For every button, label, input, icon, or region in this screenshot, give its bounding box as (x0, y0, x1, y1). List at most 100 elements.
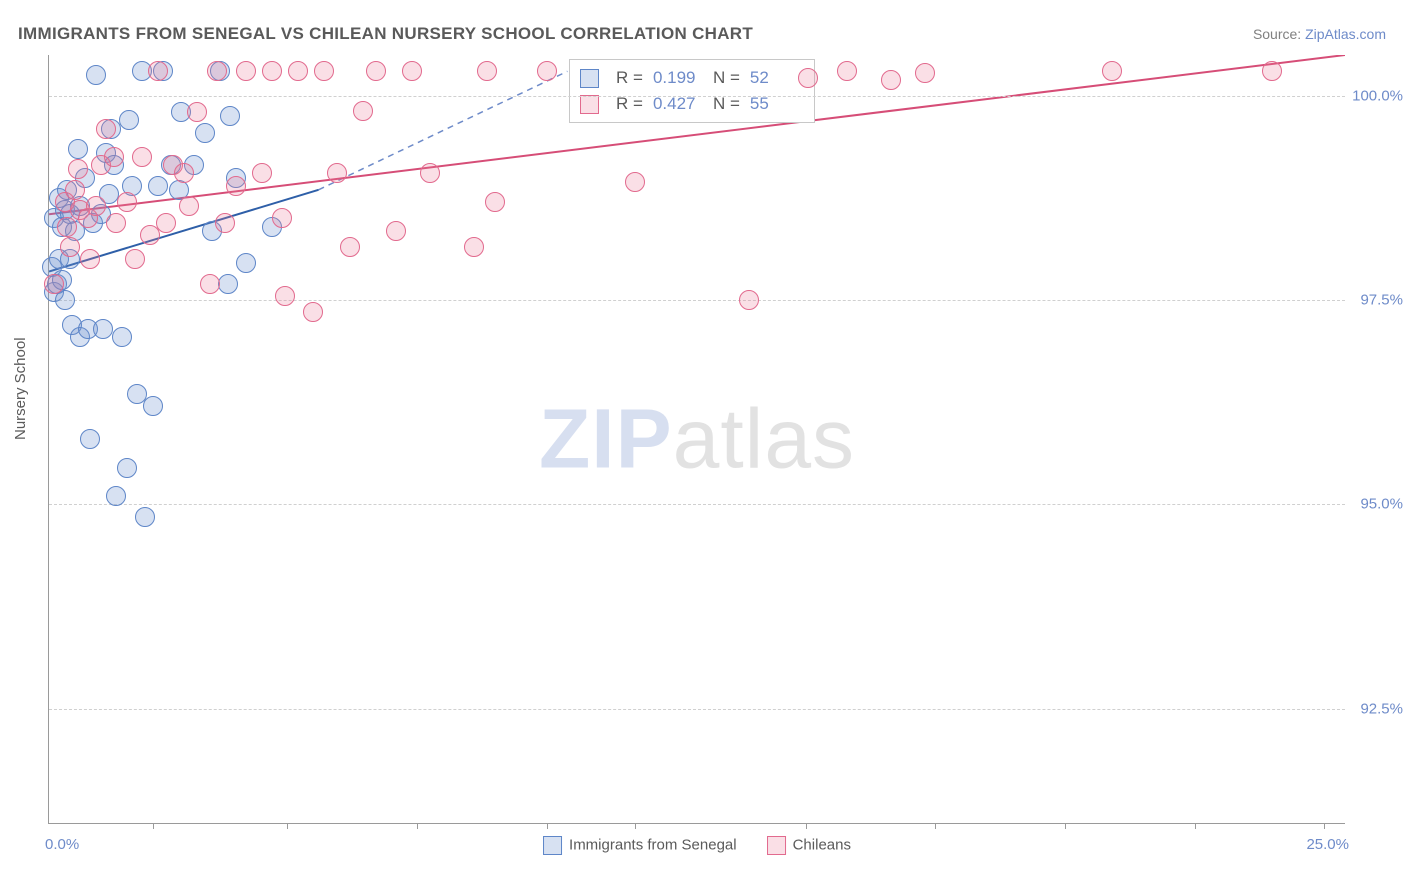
stat-n-label: N = (713, 94, 740, 114)
scatter-point-senegal (93, 319, 113, 339)
legend-item-senegal: Immigrants from Senegal (543, 836, 737, 855)
source-site: ZipAtlas.com (1305, 26, 1386, 42)
scatter-point-chileans (420, 163, 440, 183)
stat-n-label: N = (713, 68, 740, 88)
stat-n-senegal: 52 (750, 68, 800, 88)
scatter-point-chileans (275, 286, 295, 306)
scatter-point-chileans (386, 221, 406, 241)
stat-n-chileans: 55 (750, 94, 800, 114)
x-tick (635, 823, 636, 829)
scatter-point-chileans (200, 274, 220, 294)
scatter-point-chileans (80, 249, 100, 269)
scatter-point-chileans (915, 63, 935, 83)
scatter-point-chileans (340, 237, 360, 257)
scatter-point-senegal (86, 65, 106, 85)
scatter-point-chileans (303, 302, 323, 322)
scatter-point-senegal (218, 274, 238, 294)
y-tick-label: 95.0% (1349, 496, 1403, 513)
scatter-point-chileans (464, 237, 484, 257)
scatter-point-chileans (207, 61, 227, 81)
legend-label-senegal: Immigrants from Senegal (569, 836, 737, 853)
y-tick-label: 97.5% (1349, 292, 1403, 309)
scatter-point-chileans (187, 102, 207, 122)
scatter-point-chileans (1102, 61, 1122, 81)
scatter-point-chileans (174, 163, 194, 183)
stats-row-senegal: R = 0.199 N = 52 (580, 65, 800, 91)
gridline (49, 709, 1345, 710)
scatter-point-chileans (798, 68, 818, 88)
source-attribution: Source: ZipAtlas.com (1253, 26, 1386, 42)
scatter-point-chileans (106, 213, 126, 233)
scatter-point-chileans (477, 61, 497, 81)
watermark: ZIPatlas (539, 391, 855, 488)
x-tick (153, 823, 154, 829)
x-tick (417, 823, 418, 829)
x-tick (806, 823, 807, 829)
scatter-point-chileans (117, 192, 137, 212)
scatter-point-senegal (106, 486, 126, 506)
stat-r-label: R = (616, 68, 643, 88)
watermark-atlas: atlas (673, 392, 855, 486)
scatter-point-chileans (226, 176, 246, 196)
source-label: Source: (1253, 26, 1305, 42)
scatter-point-chileans (132, 147, 152, 167)
scatter-point-chileans (236, 61, 256, 81)
scatter-point-chileans (837, 61, 857, 81)
scatter-point-senegal (220, 106, 240, 126)
scatter-point-senegal (135, 507, 155, 527)
stat-r-senegal: 0.199 (653, 68, 703, 88)
legend-swatch-senegal (543, 836, 562, 855)
x-tick (1324, 823, 1325, 829)
scatter-point-chileans (262, 61, 282, 81)
scatter-point-chileans (288, 61, 308, 81)
scatter-point-senegal (68, 139, 88, 159)
gridline (49, 96, 1345, 97)
scatter-point-chileans (125, 249, 145, 269)
scatter-point-chileans (57, 217, 77, 237)
y-tick-label: 100.0% (1349, 87, 1403, 104)
scatter-point-senegal (117, 458, 137, 478)
scatter-point-chileans (60, 237, 80, 257)
scatter-point-chileans (537, 61, 557, 81)
scatter-point-chileans (366, 61, 386, 81)
scatter-point-senegal (80, 429, 100, 449)
scatter-point-chileans (86, 196, 106, 216)
scatter-point-chileans (272, 208, 292, 228)
scatter-point-chileans (625, 172, 645, 192)
scatter-point-chileans (65, 180, 85, 200)
scatter-point-chileans (179, 196, 199, 216)
gridline (49, 504, 1345, 505)
scatter-point-senegal (148, 176, 168, 196)
scatter-point-chileans (327, 163, 347, 183)
x-tick (1065, 823, 1066, 829)
scatter-point-chileans (68, 159, 88, 179)
scatter-point-chileans (739, 290, 759, 310)
gridline (49, 300, 1345, 301)
scatter-point-chileans (44, 274, 64, 294)
scatter-point-chileans (402, 61, 422, 81)
scatter-point-senegal (119, 110, 139, 130)
watermark-zip: ZIP (539, 392, 673, 486)
bottom-legend: Immigrants from Senegal Chileans (543, 836, 851, 855)
scatter-point-chileans (156, 213, 176, 233)
y-tick-label: 92.5% (1349, 700, 1403, 717)
x-tick (547, 823, 548, 829)
scatter-point-chileans (148, 61, 168, 81)
scatter-point-chileans (353, 101, 373, 121)
scatter-point-chileans (96, 119, 116, 139)
stat-r-chileans: 0.427 (653, 94, 703, 114)
scatter-point-chileans (252, 163, 272, 183)
scatter-point-senegal (112, 327, 132, 347)
scatter-point-senegal (195, 123, 215, 143)
scatter-point-chileans (104, 147, 124, 167)
y-axis-label: Nursery School (12, 337, 29, 440)
scatter-point-chileans (881, 70, 901, 90)
chart-title: IMMIGRANTS FROM SENEGAL VS CHILEAN NURSE… (18, 24, 753, 44)
x-tick (287, 823, 288, 829)
x-axis-min: 0.0% (45, 836, 79, 853)
x-tick (935, 823, 936, 829)
x-axis-max: 25.0% (1306, 836, 1349, 853)
stat-r-label: R = (616, 94, 643, 114)
swatch-chileans (580, 95, 599, 114)
swatch-senegal (580, 69, 599, 88)
